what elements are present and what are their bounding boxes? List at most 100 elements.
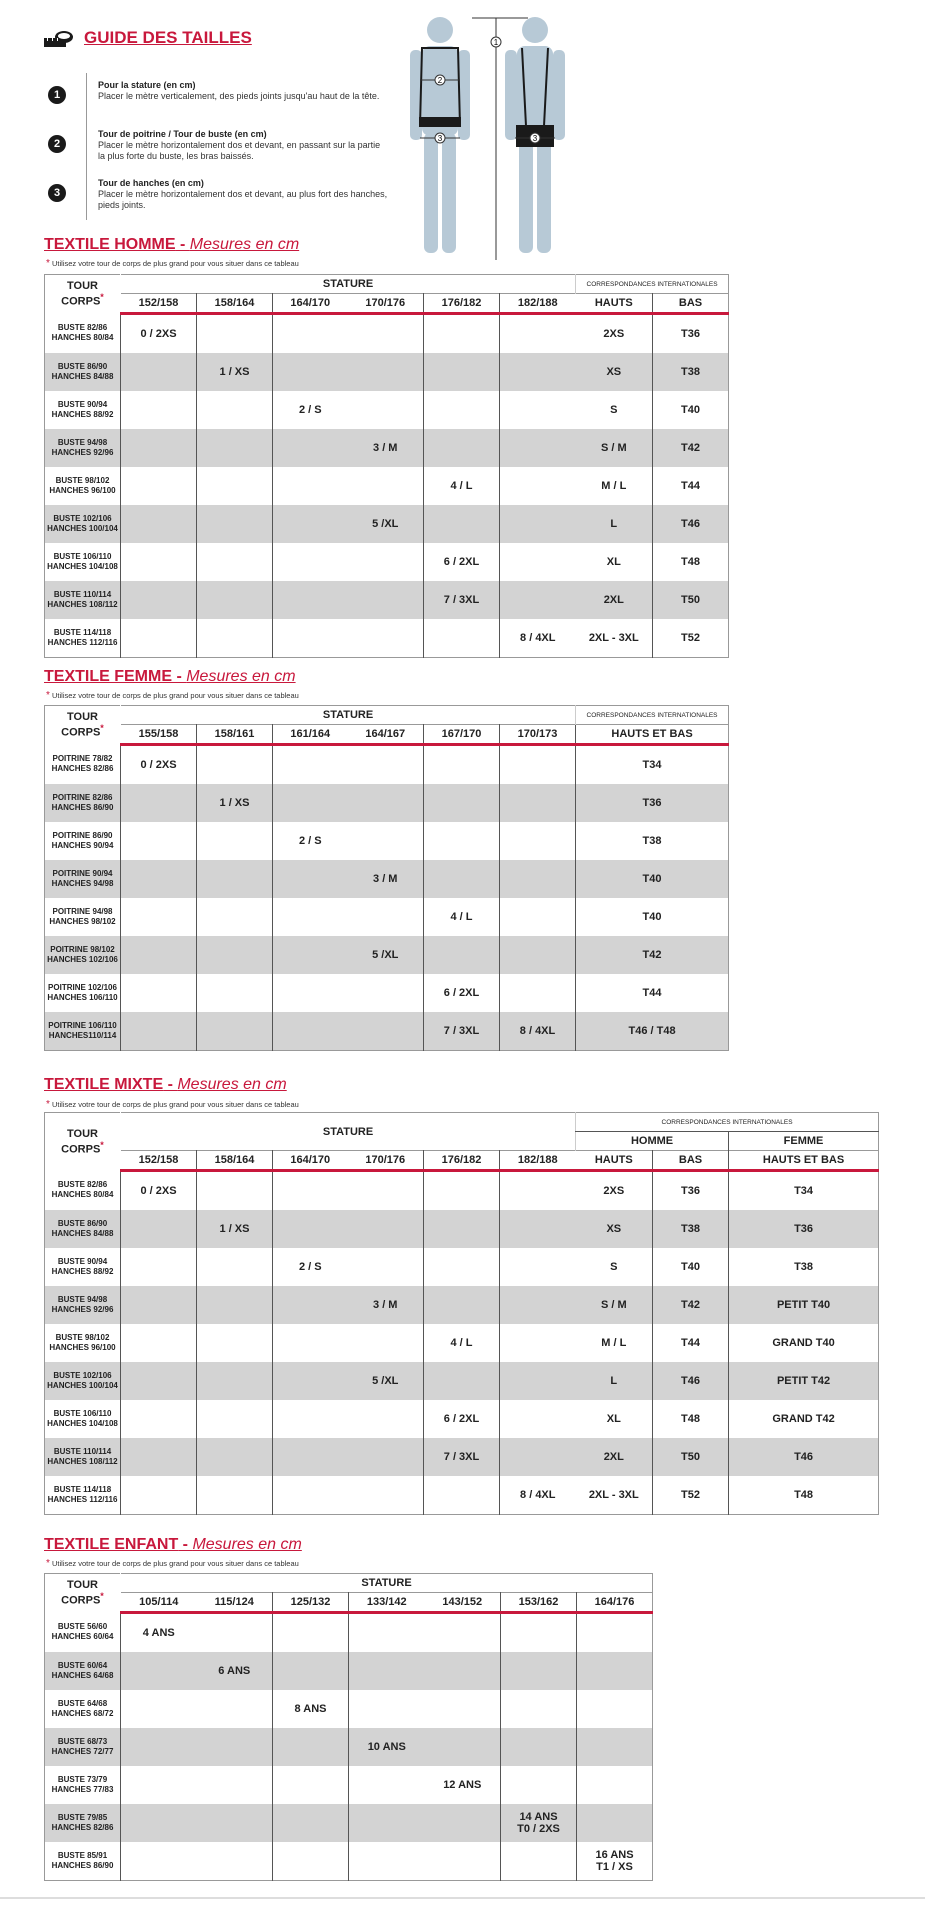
row-label-line: BUSTE 106/110 — [53, 1409, 112, 1418]
row-label: BUSTE 98/102 HANCHES 96/100 — [44, 467, 121, 505]
table-row: POITRINE 106/110 HANCHES110/114 7 / 3XL 8 /… — [44, 1012, 729, 1051]
section-title-mixte: TEXTILE MIXTE - Mesures en cm — [44, 1076, 287, 1093]
size-cell — [196, 1438, 273, 1476]
column-header: 115/124 — [196, 1592, 273, 1614]
size-cell — [273, 1476, 348, 1515]
size-value: S / M — [600, 1299, 627, 1311]
row-label-line: HANCHES 96/100 — [49, 486, 116, 495]
size-cell: T36 — [653, 314, 729, 354]
table-row: BUSTE 90/94 HANCHES 88/92 2 / S S T40 T38 — [44, 1248, 879, 1286]
table-row: BUSTE 102/106 HANCHES 100/104 5 /XL L T46 PET… — [44, 1362, 879, 1400]
size-cell: 1 / XS — [196, 353, 273, 391]
size-cell — [500, 467, 576, 505]
size-cell — [349, 1690, 425, 1728]
size-value: T48 — [681, 1413, 701, 1425]
row-label-line: BUSTE 102/106 — [53, 1371, 112, 1380]
table-note: * Utilisez votre tour de corps de plus g… — [46, 258, 299, 269]
tour-corps-header: TOUR CORPS* — [44, 274, 121, 314]
size-cell — [424, 1652, 501, 1690]
table-row: POITRINE 86/90 HANCHES 90/94 2 / S T38 — [44, 822, 729, 860]
size-cell — [196, 1012, 273, 1051]
size-cell — [120, 1248, 197, 1286]
size-cell: T44 — [652, 1324, 730, 1362]
size-cell: T40 — [575, 860, 729, 898]
instruction-stature: 1 Pour la stature (en cm) Placer le mètr… — [40, 80, 379, 124]
size-cell — [423, 429, 500, 467]
size-cell — [196, 822, 273, 860]
size-value: T38 — [681, 366, 701, 378]
table-row: BUSTE 82/86 HANCHES 80/84 0 / 2XS 2XS T36 T34 — [44, 1170, 879, 1210]
table-row: BUSTE 94/98 HANCHES 92/96 3 / M S / M T42 PET… — [44, 1286, 879, 1324]
size-cell: T42 — [652, 1286, 730, 1324]
marker-3-front: 3 — [438, 134, 443, 143]
row-label: BUSTE 85/91 HANCHES 86/90 — [44, 1842, 121, 1881]
size-cell — [347, 1438, 424, 1476]
size-value: T52 — [681, 632, 701, 644]
section-title: TEXTILE MIXTE — [44, 1076, 164, 1093]
size-value: T42 — [642, 949, 662, 961]
size-cell: 7 / 3XL — [423, 581, 500, 619]
size-cell — [500, 391, 576, 429]
row-label: BUSTE 94/98 HANCHES 92/96 — [44, 429, 121, 467]
row-label: POITRINE 78/82 HANCHES 82/86 — [44, 744, 121, 784]
row-label-line: HANCHES 106/110 — [47, 993, 118, 1002]
size-value: T34 — [642, 759, 662, 771]
table-row: BUSTE 98/102 HANCHES 96/100 4 / L M / L T44 G… — [44, 1324, 879, 1362]
size-cell — [423, 353, 500, 391]
size-value: L — [610, 518, 618, 530]
row-label-line: BUSTE 98/102 — [55, 1333, 110, 1342]
size-cell — [273, 314, 348, 354]
size-cell: T36 — [728, 1210, 879, 1248]
size-cell: 4 ANS — [121, 1613, 197, 1653]
size-cell: T38 — [652, 353, 729, 391]
size-cell — [347, 581, 424, 619]
size-table-enfant: TOUR CORPS* STATURE 105/114 115/124 125/13… — [44, 1573, 654, 1881]
row-label-line: HANCHES 92/96 — [51, 1305, 114, 1314]
size-cell: T38 — [652, 1210, 730, 1248]
column-header: HAUTS ET BAS — [728, 1150, 879, 1172]
instruction-title: Pour la stature (en cm) — [98, 80, 196, 90]
size-cell — [196, 505, 273, 543]
size-cell: 3 / M — [347, 860, 424, 898]
table-row: BUSTE 114/118 HANCHES 112/116 8 / 4XL 2XL -… — [44, 619, 729, 658]
section-title-enfant: TEXTILE ENFANT - Mesures en cm — [44, 1536, 302, 1553]
row-label-line: BUSTE 114/118 — [53, 1485, 112, 1494]
size-value: 0 / 2XS — [140, 759, 177, 771]
row-label-line: HANCHES 112/116 — [47, 638, 118, 647]
size-cell — [196, 1362, 273, 1400]
size-value: 3 / M — [373, 873, 398, 885]
size-cell: S — [575, 391, 654, 429]
size-value: 2XS — [603, 328, 625, 340]
size-value: 8 / 4XL — [520, 1489, 556, 1501]
row-label-line: HANCHES 92/96 — [51, 448, 114, 457]
row-label-line: BUSTE 94/98 — [57, 438, 108, 447]
row-label-line: HANCHES 88/92 — [51, 1267, 114, 1276]
column-header: 158/164 — [196, 1150, 273, 1172]
row-label-line: HANCHES 104/108 — [47, 562, 118, 571]
stature-header: STATURE — [361, 1577, 412, 1589]
size-cell — [272, 860, 348, 898]
row-label: POITRINE 90/94 HANCHES 94/98 — [44, 860, 121, 898]
size-cell: T46 — [652, 1362, 730, 1400]
size-cell — [272, 1842, 349, 1881]
size-cell: 14 ANS T0 / 2XS — [500, 1804, 577, 1842]
row-label: POITRINE 82/86 HANCHES 86/90 — [44, 784, 121, 822]
size-cell — [347, 1248, 424, 1286]
table-note: * Utilisez votre tour de corps de plus g… — [46, 690, 299, 701]
row-label-line: HANCHES 86/90 — [51, 803, 114, 812]
row-label: POITRINE 106/110 HANCHES110/114 — [44, 1012, 121, 1051]
size-cell: 2XL — [575, 1438, 654, 1476]
row-label-line: BUSTE 82/86 — [57, 323, 108, 333]
footer-divider — [0, 1897, 925, 1899]
size-value: 5 /XL — [372, 1375, 399, 1387]
size-value: T38 — [681, 1223, 701, 1235]
size-cell: 0 / 2XS — [120, 744, 197, 784]
size-cell: T52 — [653, 619, 729, 658]
size-value: 6 / 2XL — [443, 556, 480, 568]
row-label-line: HANCHES 64/68 — [51, 1671, 114, 1680]
size-value: 6 ANS — [218, 1665, 251, 1677]
size-cell — [499, 1438, 576, 1476]
row-label-line: HANCHES 108/112 — [47, 600, 118, 609]
marker-2: 2 — [438, 76, 443, 85]
row-label: BUSTE 60/64 HANCHES 64/68 — [44, 1652, 121, 1690]
